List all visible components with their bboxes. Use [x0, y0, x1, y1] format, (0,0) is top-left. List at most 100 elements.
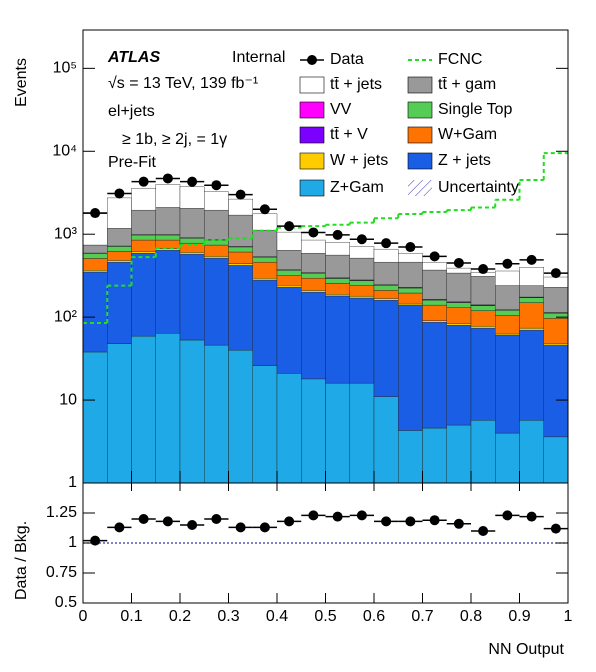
legend-label: Uncertainty	[438, 179, 519, 196]
data-point	[162, 173, 173, 184]
stack-segment	[179, 253, 205, 341]
x-tick-label: 0.4	[266, 608, 288, 625]
legend-swatch	[407, 126, 433, 144]
stack-segment	[495, 310, 520, 316]
ratio-point	[405, 516, 416, 527]
stack-segment	[252, 261, 278, 279]
stack-segment	[446, 272, 472, 303]
stack-segment	[519, 285, 544, 298]
legend-label: Z+Gam	[330, 179, 384, 196]
stack-segment	[82, 270, 108, 273]
stack-segment	[131, 188, 156, 211]
stack-segment	[107, 228, 132, 247]
annotation: ATLAS	[107, 49, 160, 66]
stack-segment	[204, 257, 229, 346]
stack-segment	[252, 278, 278, 281]
stack-segment	[422, 322, 447, 429]
data-point	[526, 254, 537, 265]
stack-segment	[519, 302, 544, 329]
stack-segment	[179, 208, 205, 238]
stack-segment	[373, 290, 399, 299]
stack-segment	[446, 424, 472, 484]
stack-segment	[82, 244, 108, 254]
stack-segment	[325, 283, 350, 295]
y-axis-label: Events	[13, 58, 30, 107]
stack-segment	[131, 234, 156, 241]
stack-segment	[495, 270, 520, 286]
stack-segment	[470, 305, 496, 311]
x-tick-label: 0.7	[411, 608, 433, 625]
legend-swatch	[299, 76, 325, 94]
legend-label: FCNC	[438, 51, 482, 68]
stack-segment	[373, 248, 399, 263]
legend-swatch	[299, 101, 325, 119]
stack-segment	[446, 323, 472, 326]
stack-segment	[495, 432, 520, 484]
stack-segment	[398, 292, 423, 304]
legend-label: W + jets	[330, 152, 388, 169]
stack-segment	[82, 271, 108, 353]
x-axis-label: NN Output	[488, 641, 564, 658]
x-tick-label: 1	[564, 608, 573, 625]
stack-segment	[325, 254, 350, 279]
stack-segment	[519, 329, 544, 421]
ratio-point	[308, 510, 319, 521]
stack-segment	[131, 335, 156, 484]
stack-segment	[422, 320, 447, 323]
stack-segment	[252, 279, 278, 366]
stack-segment	[349, 382, 375, 484]
stack-segment	[543, 318, 569, 345]
stack-segment	[470, 420, 496, 484]
stack-segment	[446, 267, 472, 274]
ratio-point	[211, 514, 222, 524]
legend-swatch	[299, 179, 325, 197]
stack-segment	[519, 297, 544, 303]
ratio-point	[526, 511, 537, 522]
stack-segment	[82, 351, 108, 484]
data-point	[235, 189, 246, 200]
y-tick-label: 10	[59, 391, 77, 408]
annotation: √s = 13 TeV, 139 fb⁻¹	[108, 75, 258, 92]
data-point	[356, 234, 367, 245]
stack-segment	[204, 256, 229, 259]
stack-segment	[155, 207, 181, 235]
stack-segment	[543, 287, 569, 313]
data-point	[429, 251, 440, 262]
legend-swatch	[299, 152, 325, 170]
stack-segment	[228, 246, 253, 253]
data-point	[187, 176, 198, 187]
stack-segment	[131, 239, 156, 252]
stack-segment	[276, 285, 302, 288]
x-tick-label: 0.3	[217, 608, 239, 625]
stack-segment	[155, 184, 181, 208]
stack-segment	[276, 231, 302, 251]
y-tick-label: 10⁵	[53, 60, 77, 77]
legend-label: Data	[330, 51, 364, 68]
data-point	[259, 204, 270, 215]
stack-segment	[373, 300, 399, 397]
y-tick-label: 10²	[54, 308, 78, 325]
stack-segment	[204, 191, 229, 211]
ratio-point	[502, 510, 513, 521]
legend-label: tt̄ + gam	[438, 76, 496, 93]
stack-segment	[155, 333, 181, 484]
stack-segment	[470, 310, 496, 327]
annotation: Internal	[232, 49, 285, 66]
annotation: el+jets	[108, 103, 155, 120]
stack-segment	[470, 327, 496, 421]
stack-segment	[349, 280, 375, 286]
stack-segment	[543, 343, 569, 346]
x-tick-label: 0.5	[314, 608, 336, 625]
stack-segment	[398, 252, 423, 263]
legend-label: tt̄ + V	[330, 126, 368, 143]
data-point	[211, 180, 222, 191]
stack-segment	[276, 275, 302, 286]
ratio-point	[284, 516, 295, 527]
stack-segment	[495, 285, 520, 310]
stack-segment	[228, 198, 253, 216]
stack-segment	[107, 343, 132, 484]
data-point	[381, 238, 392, 249]
stack-segment	[301, 239, 326, 254]
legend-label: W+Gam	[438, 126, 497, 143]
ratio-point	[187, 520, 198, 530]
